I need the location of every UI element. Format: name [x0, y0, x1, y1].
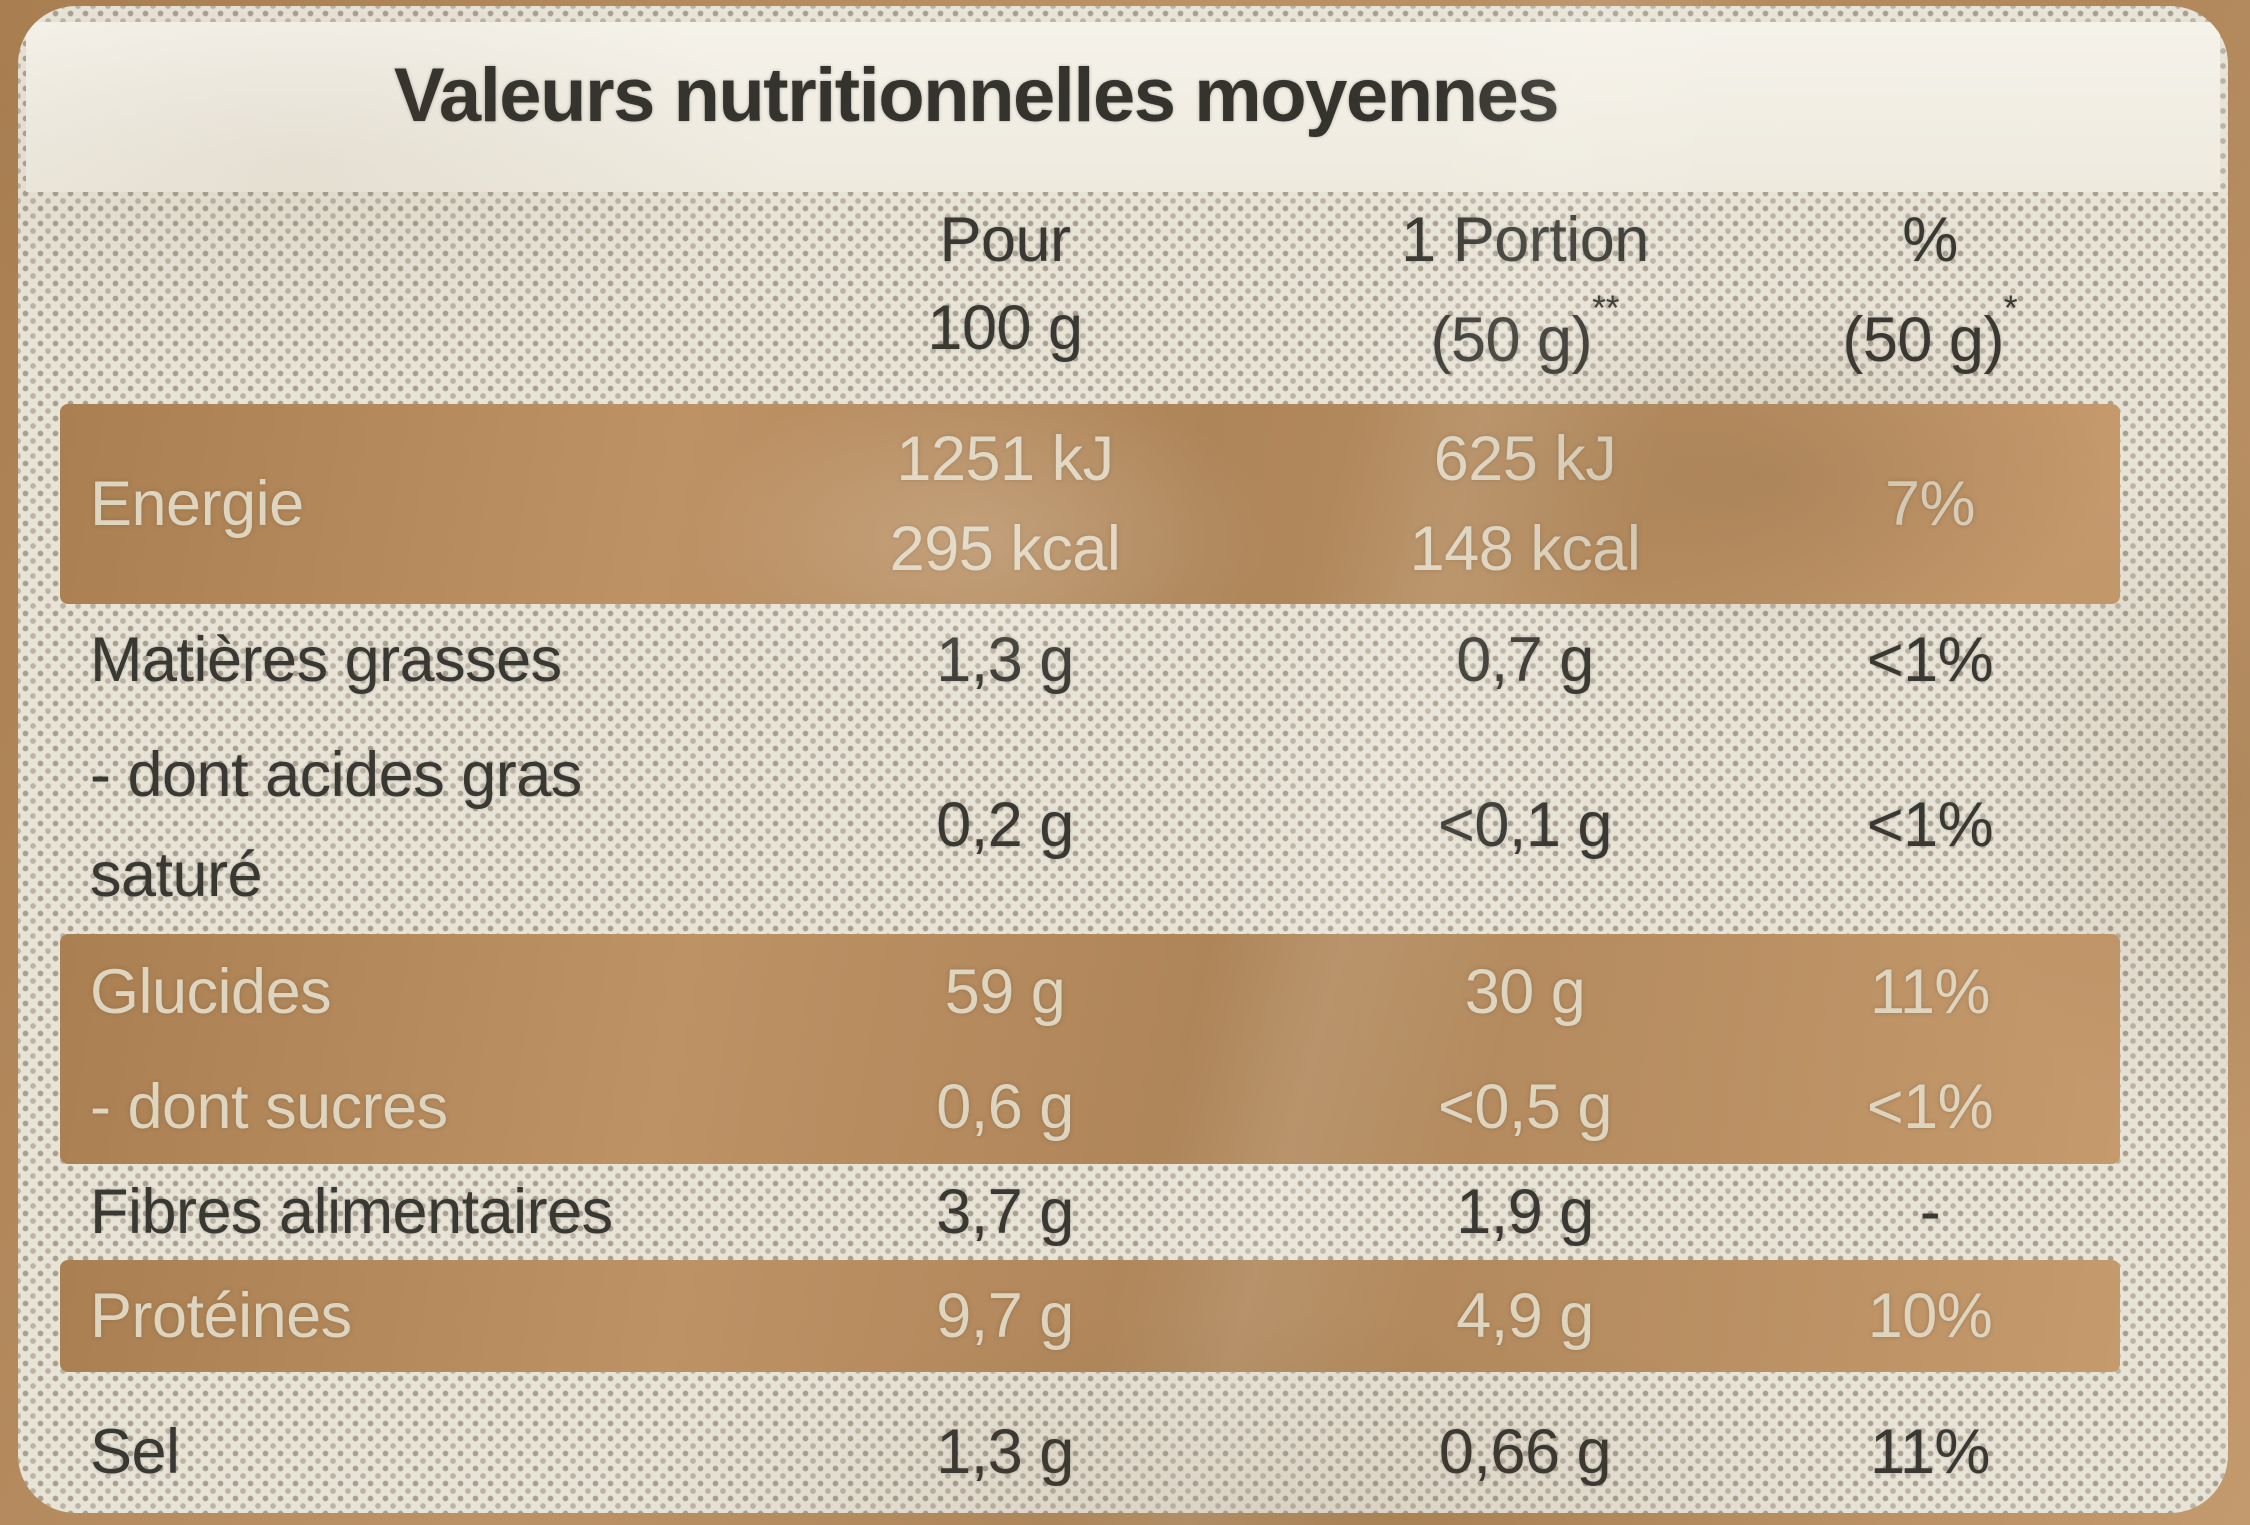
row-label: Glucides	[90, 956, 332, 1027]
header-percent-line2: (50 g)*	[1842, 288, 2018, 375]
sel-percent: 11%	[1870, 1417, 1990, 1487]
glucides-band: Glucides 59 g 30 g 11% - dont sucres 0,6…	[60, 934, 2120, 1164]
row-label: - dont acides gras saturé	[60, 725, 700, 925]
proteines-portion: 4,9 g	[1456, 1281, 1594, 1351]
sucres-per-100g: 0,6 g	[936, 1071, 1074, 1142]
sel-portion: 0,66 g	[1438, 1417, 1612, 1487]
table-row-proteines: Protéines 9,7 g 4,9 g 10%	[60, 1260, 2120, 1372]
percent-footnote-marker: *	[2003, 288, 2018, 328]
page-title: Valeurs nutritionnelles moyennes	[393, 53, 1560, 138]
proteines-percent: 10%	[1867, 1281, 1993, 1351]
table-row-matieres-grasses: Matières grasses 1,3 g 0,7 g <1%	[60, 604, 2120, 716]
table-header-row: Pour 100 g 1 Portion (50 g)** % (50 g)*	[60, 190, 2120, 404]
sucres-percent: <1%	[1866, 1071, 1994, 1142]
title-band: Valeurs nutritionnelles moyennes	[26, 22, 2220, 192]
row-label: Matières grasses	[90, 625, 562, 695]
ags-label-line2: saturé	[90, 840, 263, 910]
row-label: Fibres alimentaires	[90, 1177, 613, 1247]
fibres-per-100g: 3,7 g	[936, 1177, 1074, 1247]
ags-per-100g: 0,2 g	[936, 790, 1074, 860]
header-portion: 1 Portion (50 g)**	[1310, 196, 1740, 384]
header-per-100g: Pour 100 g	[700, 196, 1310, 372]
proteines-per-100g: 9,7 g	[936, 1281, 1074, 1351]
energie-percent: 7%	[1884, 469, 1976, 539]
energie-kcal-portion: 148 kcal	[1409, 514, 1641, 584]
sel-per-100g: 1,3 g	[936, 1417, 1074, 1487]
energie-kcal-100g: 295 kcal	[889, 514, 1121, 584]
header-percent: % (50 g)*	[1740, 196, 2120, 384]
energie-kj-portion: 625 kJ	[1433, 424, 1617, 494]
halftone-print-panel: Valeurs nutritionnelles moyennes Pour 10…	[18, 6, 2228, 1513]
glucides-percent: 11%	[1870, 956, 1990, 1027]
header-per-100g-line1: Pour	[939, 205, 1071, 275]
table-row-sel: Sel 1,3 g 0,66 g 11%	[60, 1372, 2120, 1513]
mg-per-100g: 1,3 g	[936, 625, 1074, 695]
glucides-per-100g: 59 g	[944, 956, 1066, 1027]
table-row-fibres: Fibres alimentaires 3,7 g 1,9 g -	[60, 1164, 2120, 1260]
header-percent-line1: %	[1902, 205, 1958, 275]
row-label: Sel	[90, 1417, 180, 1487]
mg-portion: 0,7 g	[1456, 625, 1594, 695]
table-row-energie: Energie 1251 kJ 295 kcal 625 kJ 148 kcal…	[60, 404, 2120, 604]
ags-percent: <1%	[1866, 790, 1994, 860]
energie-kj-100g: 1251 kJ	[896, 424, 1114, 494]
portion-footnote-marker: **	[1592, 288, 1620, 328]
ags-portion: <0,1 g	[1438, 790, 1612, 860]
row-label: - dont sucres	[90, 1071, 448, 1142]
header-portion-line1: 1 Portion	[1401, 205, 1649, 275]
table-row-glucides: Glucides 59 g 30 g 11%	[60, 934, 2120, 1049]
mg-percent: <1%	[1866, 625, 1994, 695]
ags-label-line1: - dont acides gras	[90, 740, 582, 810]
fibres-percent: -	[1919, 1177, 1941, 1247]
header-portion-line2: (50 g)**	[1430, 288, 1620, 375]
sucres-portion: <0,5 g	[1438, 1071, 1612, 1142]
table-row-acides-gras-satures: - dont acides gras saturé 0,2 g <0,1 g <…	[60, 716, 2120, 934]
row-label: Protéines	[90, 1281, 352, 1351]
fibres-portion: 1,9 g	[1456, 1177, 1594, 1247]
glucides-portion: 30 g	[1464, 956, 1586, 1027]
header-per-100g-line2: 100 g	[927, 293, 1083, 363]
row-label: Energie	[90, 469, 304, 539]
table-row-dont-sucres: - dont sucres 0,6 g <0,5 g <1%	[60, 1049, 2120, 1164]
nutrition-table: Pour 100 g 1 Portion (50 g)** % (50 g)* …	[60, 190, 2120, 1513]
energie-per-100g: 1251 kJ 295 kcal	[700, 414, 1310, 594]
energie-portion: 625 kJ 148 kcal	[1310, 414, 1740, 594]
